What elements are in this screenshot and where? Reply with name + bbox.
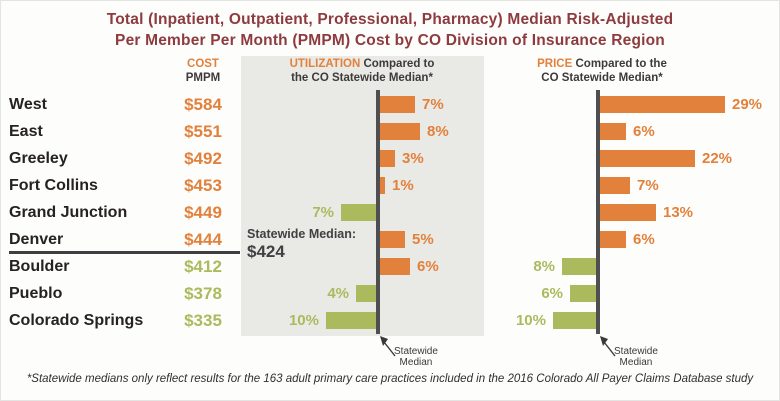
statewide-median-annotation: Statewide Median: $424 [247,227,356,261]
chart-title-line2: Per Member Per Month (PMPM) Cost by CO D… [115,32,665,49]
price-bar [600,231,626,248]
utilization-bar [380,123,420,140]
price-column-header: PRICE Compared to the CO Statewide Media… [493,58,711,85]
utilization-value-label: 10% [288,312,319,329]
utilization-bar [341,204,376,221]
price-axis-note-line2: Median [619,357,653,368]
cost-column-header: COST PMPM [159,58,247,85]
price-value-label: 8% [533,258,555,275]
cost-value: $492 [184,149,222,168]
footnote: *Statewide medians only reflect results … [26,373,754,385]
price-bar [600,177,630,194]
cost-value: $449 [184,203,222,222]
region-label: East [9,123,43,140]
utilization-bar [326,312,376,329]
utilization-bar [380,150,395,167]
region-label: Pueblo [9,285,63,302]
utilization-value-label: 5% [412,231,434,248]
statewide-median-divider-line [9,251,240,254]
utilization-value-label: 8% [427,123,449,140]
cost-value: $551 [184,122,222,141]
region-label: Fort Collins [9,177,98,194]
price-bar [600,96,725,113]
statewide-median-annotation-value: $424 [247,242,285,261]
cost-value: $378 [184,284,222,303]
price-value-label: 6% [633,231,655,248]
price-median-axis-line [596,90,600,334]
utilization-bar [356,285,376,302]
chart-title-line1: Total (Inpatient, Outpatient, Profession… [106,11,674,28]
price-value-label: 22% [702,150,733,167]
price-bar [600,204,656,221]
price-axis-note-text: Statewide Median [614,346,658,368]
price-value-label: 7% [637,177,659,194]
utilization-header-rest: Compared to [360,58,435,70]
utilization-bar [380,177,385,194]
cost-value: $584 [184,95,222,114]
region-label: Colorado Springs [9,312,144,329]
price-bar [600,123,626,140]
region-label: Boulder [9,258,70,275]
up-left-arrow-icon [380,336,396,357]
utilization-value-label: 7% [422,96,444,113]
price-bar [600,150,695,167]
up-left-arrow-icon [600,336,616,357]
region-label: West [9,96,47,113]
price-value-label: 10% [515,312,546,329]
price-value-label: 13% [663,204,694,221]
price-axis-note-line1: Statewide [614,346,658,357]
region-label: Denver [9,231,64,248]
utilization-bar [380,231,405,248]
utilization-axis-note-line1: Statewide [394,346,438,357]
utilization-bar [380,96,415,113]
chart-title: Total (Inpatient, Outpatient, Profession… [1,9,779,51]
utilization-header-highlight: UTILIZATION [289,58,361,70]
price-header-rest: Compared to the [572,58,667,70]
price-bar [562,258,596,275]
price-header-line2: CO Statewide Median* [541,71,663,84]
cost-header-line2: PMPM [185,71,221,84]
price-bar [570,285,596,302]
utilization-value-label: 6% [417,258,439,275]
utilization-header-line2: the CO Statewide Median* [291,71,433,84]
price-value-label: 6% [633,123,655,140]
utilization-column-header: UTILIZATION Compared to the CO Statewide… [251,58,473,85]
cost-value: $335 [184,311,222,330]
price-header-highlight: PRICE [537,58,573,70]
statewide-median-annotation-label: Statewide Median: [247,227,357,241]
price-value-label: 29% [732,96,763,113]
cost-header-highlight: COST [187,58,219,70]
utilization-value-label: 4% [327,285,349,302]
cost-value: $444 [184,230,222,249]
utilization-axis-note-text: Statewide Median [394,346,438,368]
cost-value: $453 [184,176,222,195]
utilization-value-label: 7% [312,204,334,221]
utilization-median-axis-line [376,90,380,334]
region-label: Greeley [9,150,68,167]
cost-value: $412 [184,257,222,276]
utilization-value-label: 1% [392,177,414,194]
price-bar [553,312,596,329]
price-value-label: 6% [541,285,563,302]
utilization-bar [380,258,410,275]
utilization-value-label: 3% [402,150,424,167]
utilization-axis-note-line2: Median [399,357,433,368]
region-label: Grand Junction [9,204,128,221]
